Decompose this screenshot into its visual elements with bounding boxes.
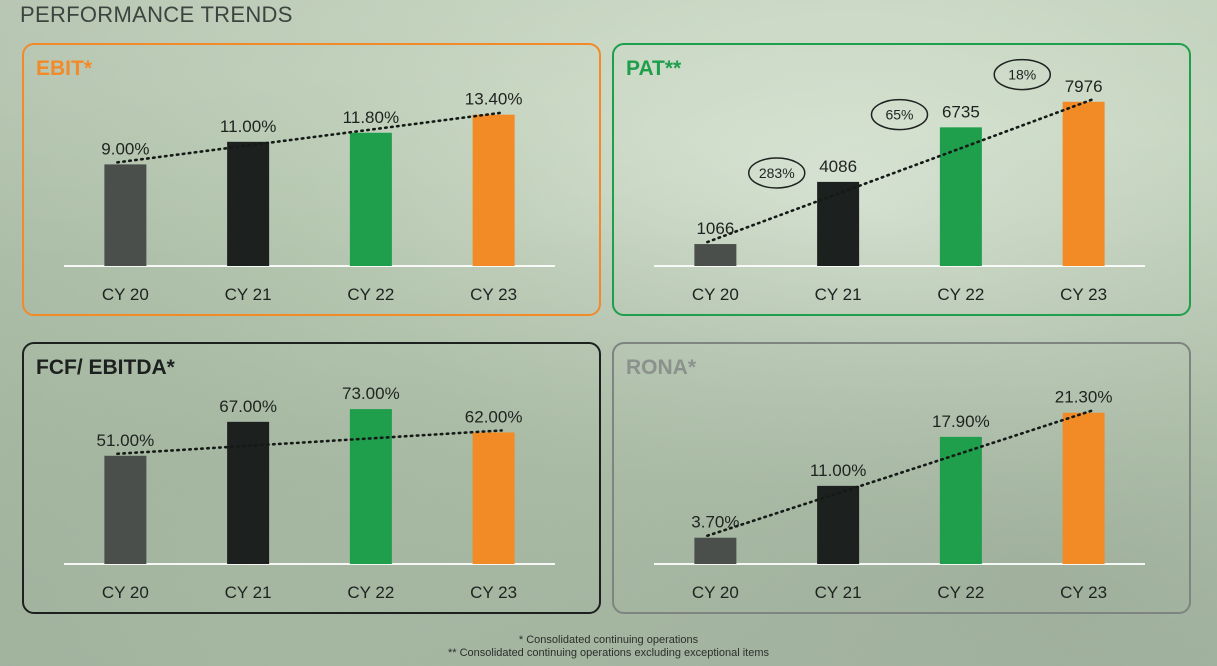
ebit-bar-cy-23 — [472, 114, 515, 266]
ebit-bar-cy-22 — [349, 132, 392, 266]
rona-chart: RONA* 3.70% CY 20 11.00% CY 21 17.90% CY 22 21.… — [626, 356, 1145, 602]
fcf-ebitda-data-label: 62.00% — [465, 407, 523, 426]
pat-x-tick-label: CY 21 — [815, 285, 862, 304]
fcf-ebitda-x-tick-label: CY 22 — [347, 583, 394, 602]
pat-x-tick-label: CY 22 — [937, 285, 984, 304]
fcf-ebitda-bar-cy-20 — [104, 455, 147, 564]
pat-bar-cy-20 — [694, 244, 737, 266]
fcf-ebitda-chart-panel: FCF/ EBITDA* 51.00% CY 20 67.00% CY 21 73.00%… — [22, 342, 601, 614]
footnotes: * Consolidated continuing operations ** … — [0, 634, 1217, 660]
pat-x-tick-label: CY 20 — [692, 285, 739, 304]
pat-x-tick-label: CY 23 — [1060, 285, 1107, 304]
rona-x-tick-label: CY 22 — [937, 583, 984, 602]
rona-x-tick-label: CY 20 — [692, 583, 739, 602]
pat-growth-badge — [748, 157, 806, 189]
rona-data-label: 11.00% — [810, 461, 866, 480]
fcf-ebitda-bar-cy-21 — [227, 421, 270, 564]
pat-bar-cy-21 — [817, 181, 860, 266]
ebit-chart-title: EBIT* — [36, 57, 93, 80]
fcf-ebitda-data-label: 51.00% — [97, 431, 155, 450]
ebit-x-tick-label: CY 23 — [470, 285, 517, 304]
ebit-chart: EBIT* 9.00% CY 20 11.00% CY 21 11.80% CY 22 13.… — [36, 57, 555, 304]
ebit-bar-cy-20 — [104, 164, 147, 266]
pat-chart-title: PAT** — [626, 57, 682, 80]
ebit-x-tick-label: CY 21 — [225, 285, 272, 304]
pat-growth-badge — [870, 98, 929, 131]
pat-data-label: 4086 — [819, 157, 857, 176]
pat-growth-badge — [993, 58, 1051, 91]
pat-bar-cy-22 — [939, 127, 982, 267]
pat-trend-line — [706, 98, 1093, 244]
rona-chart-title: RONA* — [626, 356, 697, 379]
fcf-ebitda-chart: FCF/ EBITDA* 51.00% CY 20 67.00% CY 21 73.00%… — [36, 356, 555, 602]
rona-bar-cy-20 — [694, 537, 737, 564]
fcf-ebitda-bar-cy-22 — [349, 409, 392, 564]
pat-bar-cy-23 — [1062, 101, 1105, 266]
ebit-data-label: 13.40% — [465, 90, 523, 109]
fcf-ebitda-data-label: 67.00% — [219, 397, 277, 416]
pat-data-label: 1066 — [696, 219, 734, 238]
pat-growth-label: 283% — [759, 165, 795, 181]
fcf-ebitda-trend-line — [116, 429, 503, 456]
ebit-x-tick-label: CY 22 — [347, 285, 394, 304]
fcf-ebitda-chart-title: FCF/ EBITDA* — [36, 356, 176, 379]
pat-growth-label: 18% — [1008, 67, 1036, 83]
ebit-x-tick-label: CY 20 — [102, 285, 149, 304]
rona-bar-cy-21 — [817, 485, 860, 564]
rona-trend-line — [706, 409, 1093, 538]
rona-data-label: 3.70% — [691, 513, 739, 532]
rona-x-tick-label: CY 23 — [1060, 583, 1107, 602]
ebit-data-label: 9.00% — [101, 139, 149, 158]
ebit-trend-line — [116, 111, 503, 164]
rona-chart-panel: RONA* 3.70% CY 20 11.00% CY 21 17.90% CY 22 21.… — [612, 342, 1191, 614]
ebit-bar-cy-21 — [227, 141, 270, 266]
pat-chart-panel: PAT** 1066 CY 20 4086 CY 21 6735 CY 22 7976 CY 2… — [612, 43, 1191, 316]
ebit-data-label: 11.00% — [220, 117, 276, 136]
pat-data-label: 6735 — [942, 102, 980, 121]
rona-bar-cy-23 — [1062, 412, 1105, 564]
ebit-chart-panel: EBIT* 9.00% CY 20 11.00% CY 21 11.80% CY 22 13.… — [22, 43, 601, 316]
rona-x-tick-label: CY 21 — [815, 583, 862, 602]
rona-bar-cy-22 — [939, 436, 982, 564]
page-title: PERFORMANCE TRENDS — [20, 2, 293, 27]
fcf-ebitda-x-tick-label: CY 20 — [102, 583, 149, 602]
fcf-ebitda-x-tick-label: CY 23 — [470, 583, 517, 602]
fcf-ebitda-data-label: 73.00% — [342, 384, 400, 403]
rona-data-label: 17.90% — [932, 412, 990, 431]
pat-data-label: 7976 — [1065, 77, 1103, 96]
footnote-2: ** Consolidated continuing operations ex… — [447, 647, 770, 659]
pat-chart: PAT** 1066 CY 20 4086 CY 21 6735 CY 22 7976 CY 2… — [626, 57, 1145, 304]
rona-data-label: 21.30% — [1055, 388, 1113, 407]
pat-growth-label: 65% — [885, 107, 913, 123]
fcf-ebitda-x-tick-label: CY 21 — [225, 583, 272, 602]
footnote-1: * Consolidated continuing operations — [518, 634, 699, 646]
fcf-ebitda-bar-cy-23 — [472, 432, 515, 564]
ebit-data-label: 11.80% — [343, 108, 399, 127]
